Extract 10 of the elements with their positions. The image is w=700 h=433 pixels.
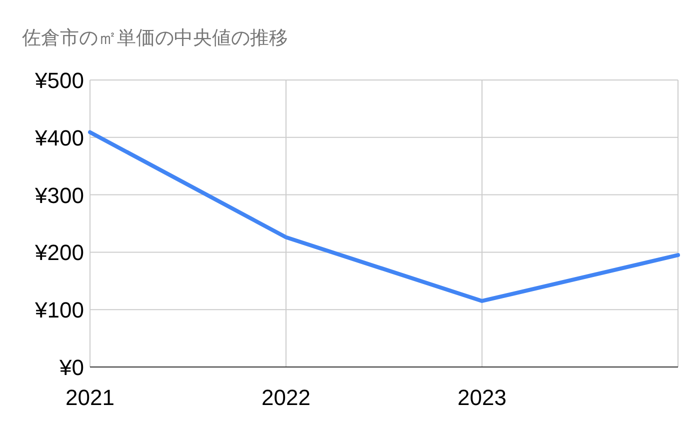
y-tick-label: ¥500	[34, 68, 84, 93]
chart-title: 佐倉市の㎡単価の中央値の推移	[22, 27, 288, 49]
y-tick-label: ¥300	[34, 182, 84, 208]
y-tick-label: ¥400	[34, 125, 84, 150]
y-tick-label: ¥200	[34, 240, 84, 266]
x-tick-label: 2023	[458, 385, 506, 410]
y-tick-label: ¥0	[58, 355, 84, 380]
x-tick-label: 2021	[66, 385, 114, 410]
y-tick-label: ¥100	[34, 298, 84, 323]
x-tick-label: 2022	[262, 385, 310, 410]
